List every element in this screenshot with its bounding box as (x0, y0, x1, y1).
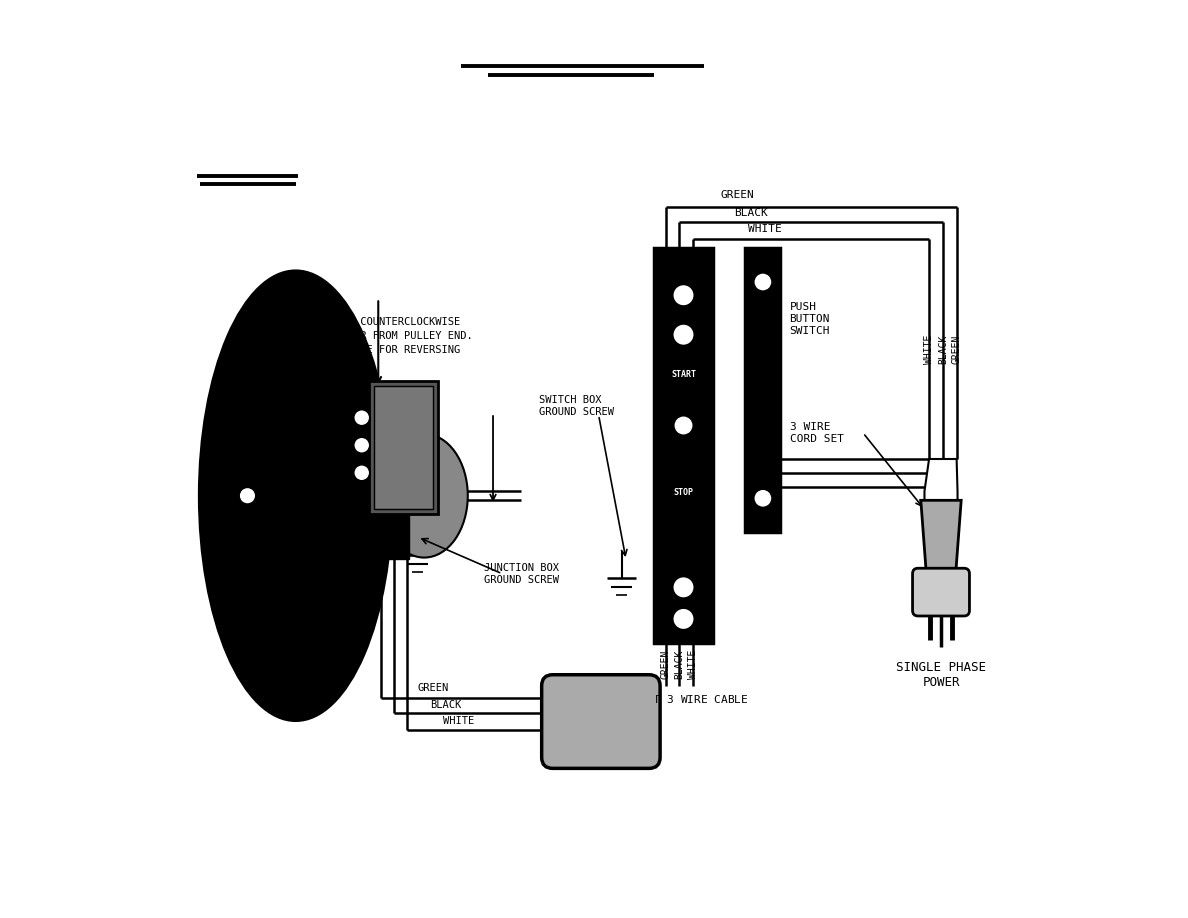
Text: WHITE: WHITE (748, 224, 782, 234)
Bar (364, 432, 409, 559)
Circle shape (675, 417, 691, 434)
Bar (374, 386, 434, 509)
Circle shape (354, 437, 369, 453)
Circle shape (354, 409, 369, 426)
Text: SINGLE PHASE
POWER: SINGLE PHASE POWER (896, 661, 986, 689)
Bar (653, 248, 713, 643)
Text: 3 WIRE
CORD SET: 3 WIRE CORD SET (790, 422, 843, 443)
Circle shape (354, 465, 369, 481)
Text: SWITCH BOX
GROUND SCREW: SWITCH BOX GROUND SCREW (539, 395, 614, 417)
Polygon shape (924, 459, 958, 509)
Text: PUSH
BUTTON
SWITCH: PUSH BUTTON SWITCH (790, 302, 830, 336)
Text: START: START (671, 370, 696, 379)
FancyBboxPatch shape (542, 675, 661, 768)
Bar (369, 381, 438, 514)
Text: GREEN: GREEN (418, 683, 449, 693)
FancyBboxPatch shape (912, 568, 969, 616)
Text: BLACK: BLACK (937, 334, 948, 364)
Text: MOTOR SHOULD RUN COUNTERCLOCKWISE
WHEN VIEWING MOTOR FROM PULLEY END.
SEE MOTOR : MOTOR SHOULD RUN COUNTERCLOCKWISE WHEN V… (254, 317, 473, 369)
Text: WHITE: WHITE (688, 650, 699, 678)
Circle shape (672, 285, 695, 307)
Circle shape (672, 577, 695, 599)
Circle shape (672, 608, 695, 630)
Text: WHITE: WHITE (924, 334, 934, 364)
Text: GREEN: GREEN (721, 190, 754, 200)
Ellipse shape (380, 434, 468, 557)
Text: WHITE: WHITE (443, 716, 475, 726)
Text: $\Gamma$ 3 WIRE CABLE: $\Gamma$ 3 WIRE CABLE (653, 693, 748, 705)
Text: JUNCTION BOX
GROUND SCREW: JUNCTION BOX GROUND SCREW (484, 563, 558, 585)
Circle shape (753, 489, 772, 508)
Circle shape (672, 324, 695, 346)
Ellipse shape (200, 271, 392, 721)
Text: GREEN: GREEN (952, 334, 961, 364)
Text: GREEN: GREEN (661, 650, 670, 678)
Polygon shape (921, 500, 961, 574)
Bar (746, 248, 781, 532)
Circle shape (239, 487, 255, 504)
Text: BLACK: BLACK (675, 650, 684, 678)
Circle shape (753, 273, 772, 291)
Text: STOP: STOP (674, 488, 694, 498)
Text: MOTOR JUNCTION BOX: MOTOR JUNCTION BOX (254, 422, 367, 431)
Text: BLACK: BLACK (734, 207, 769, 218)
Text: BLACK: BLACK (430, 700, 462, 710)
